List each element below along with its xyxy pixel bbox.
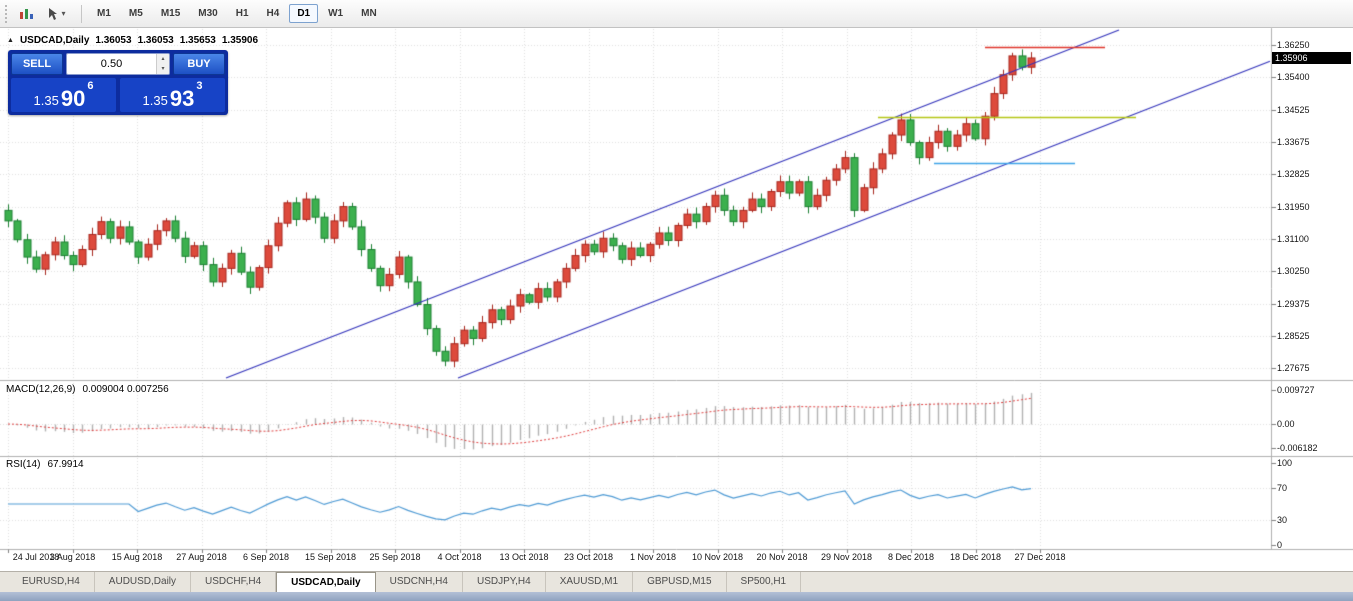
timeframe-m1[interactable]: M1 (89, 4, 119, 23)
date-axis-label: 1 Nov 2018 (629, 552, 677, 562)
timeframe-m15[interactable]: M15 (153, 4, 188, 23)
lot-decrease-button[interactable]: ▾ (157, 64, 169, 74)
date-axis-label: 27 Aug 2018 (176, 552, 227, 562)
price-axis-label: 1.35400 (1277, 72, 1310, 82)
cursor-tool-button[interactable]: ▾ (38, 4, 74, 24)
rsi-axis-label: 30 (1277, 515, 1288, 525)
lot-increase-button[interactable]: ▴ (157, 54, 169, 64)
sell-price-display[interactable]: 1.35 90 6 (11, 78, 116, 112)
chart-header: ▲ USDCAD,Daily 1.36053 1.36053 1.35653 1… (7, 35, 258, 46)
chart-low-value: 1.35653 (179, 35, 216, 46)
tab-usdcad-daily[interactable]: USDCAD,Daily (276, 572, 376, 592)
tab-audusd-daily[interactable]: AUDUSD,Daily (95, 572, 192, 592)
buy-price-main: 1.35 (142, 93, 168, 108)
price-axis-label: 1.31950 (1277, 202, 1310, 212)
date-axis-label: 15 Aug 2018 (111, 552, 163, 562)
macd-axis-label: 0.00 (1277, 419, 1295, 429)
price-axis-label: 1.32825 (1277, 169, 1310, 179)
rsi-axis-label: 100 (1277, 458, 1293, 468)
macd-axis-label: -0.006182 (1277, 443, 1318, 453)
timeframe-buttons: M1 M5 M15 M30 H1 H4 D1 W1 MN (89, 4, 385, 23)
macd-label-values: 0.009004 0.007256 (82, 384, 169, 395)
macd-indicator-label: MACD(12,26,9) 0.009004 0.007256 (6, 384, 169, 395)
price-axis-label: 1.27675 (1277, 363, 1310, 373)
date-axis-label: 24 Jul 2018 (12, 552, 60, 562)
chart-close-value: 1.35906 (221, 35, 259, 46)
rsi-axis-label: 0 (1277, 540, 1283, 550)
timeframe-h4[interactable]: H4 (259, 4, 288, 23)
timeframe-d1[interactable]: D1 (289, 4, 319, 23)
date-axis-label: 6 Sep 2018 (242, 552, 290, 562)
tab-usdcnh-h4[interactable]: USDCNH,H4 (376, 572, 463, 592)
price-axis-label: 1.28525 (1277, 331, 1310, 341)
one-click-collapse-icon[interactable]: ▲ (7, 37, 14, 44)
toolbar: ▾ M1 M5 M15 M30 H1 H4 D1 W1 MN (0, 0, 1353, 28)
tab-sp500-h1[interactable]: SP500,H1 (727, 572, 802, 592)
rsi-label-value: 67.9914 (47, 459, 84, 470)
date-axis-label: 4 Oct 2018 (437, 552, 482, 562)
date-axis-label: 20 Nov 2018 (756, 552, 808, 562)
chart-open-value: 1.36053 (95, 35, 132, 46)
date-axis-label: 29 Nov 2018 (820, 552, 873, 562)
current-price-tag: 1.35906 (1272, 52, 1351, 64)
date-axis-label: 3 Aug 2018 (49, 552, 96, 562)
timeframe-w1[interactable]: W1 (320, 4, 351, 23)
price-axis-label: 1.34525 (1277, 105, 1310, 115)
rsi-label-text: RSI(14) (6, 459, 41, 470)
date-axis-label: 13 Oct 2018 (499, 552, 549, 562)
chart-icon-glyph (20, 8, 33, 19)
lot-spinner: ▴ ▾ (156, 54, 169, 74)
sell-button[interactable]: SELL (11, 53, 63, 75)
buy-price-display[interactable]: 1.35 93 3 (120, 78, 225, 112)
date-axis-label: 8 Dec 2018 (887, 552, 935, 562)
price-axis-label: 1.33675 (1277, 137, 1310, 147)
lot-size-value[interactable]: 0.50 (100, 58, 123, 70)
chart-high-value: 1.36053 (137, 35, 174, 46)
timeframe-m30[interactable]: M30 (190, 4, 225, 23)
chart-icon[interactable] (14, 4, 38, 24)
buy-price-sup: 3 (196, 80, 203, 92)
price-axis-label: 1.30250 (1277, 266, 1310, 276)
date-axis-label: 10 Nov 2018 (691, 552, 744, 562)
date-axis-label: 27 Dec 2018 (1014, 552, 1066, 562)
timeframe-mn[interactable]: MN (353, 4, 385, 23)
sell-price-sup: 6 (87, 80, 94, 92)
price-axis-label: 1.36250 (1277, 40, 1310, 50)
tab-gbpusd-m15[interactable]: GBPUSD,M15 (633, 572, 727, 592)
tab-eurusd-h4[interactable]: EURUSD,H4 (8, 572, 95, 592)
date-axis-label: 25 Sep 2018 (369, 552, 421, 562)
macd-label-text: MACD(12,26,9) (6, 384, 76, 395)
window-bottom-strip (0, 592, 1353, 601)
chart-symbol-label: USDCAD,Daily (19, 35, 90, 46)
date-axis-label: 15 Sep 2018 (304, 552, 357, 562)
buy-price-pips: 93 (169, 86, 195, 111)
timeframe-m5[interactable]: M5 (121, 4, 151, 23)
price-axis-label: 1.29375 (1277, 299, 1310, 309)
date-axis-label: 18 Dec 2018 (949, 552, 1002, 562)
rsi-axis-label: 70 (1277, 483, 1288, 493)
tab-usdchf-h4[interactable]: USDCHF,H4 (191, 572, 277, 592)
timeframe-h1[interactable]: H1 (228, 4, 257, 23)
date-axis-label: 23 Oct 2018 (563, 552, 614, 562)
toolbar-separator (81, 4, 82, 23)
sell-price-pips: 90 (60, 86, 86, 111)
macd-axis-label: 0.009727 (1277, 385, 1315, 395)
price-axis-label: 1.31100 (1277, 234, 1309, 244)
tab-xauusd-m1[interactable]: XAUUSD,M1 (546, 572, 634, 592)
toolbar-grip[interactable] (5, 4, 9, 23)
lot-size-field[interactable]: 0.50 ▴ ▾ (66, 53, 170, 75)
rsi-indicator-label: RSI(14) 67.9914 (6, 459, 84, 470)
buy-button[interactable]: BUY (173, 53, 225, 75)
one-click-trading-panel: SELL 0.50 ▴ ▾ BUY 1.35 90 6 1.35 93 3 (8, 50, 228, 115)
tab-usdjpy-h4[interactable]: USDJPY,H4 (463, 572, 546, 592)
chart-tab-bar: EURUSD,H4 AUDUSD,Daily USDCHF,H4 USDCAD,Dai… (0, 571, 1353, 592)
sell-price-main: 1.35 (33, 93, 59, 108)
dropdown-caret-icon: ▾ (61, 9, 66, 18)
cursor-icon (49, 7, 58, 20)
